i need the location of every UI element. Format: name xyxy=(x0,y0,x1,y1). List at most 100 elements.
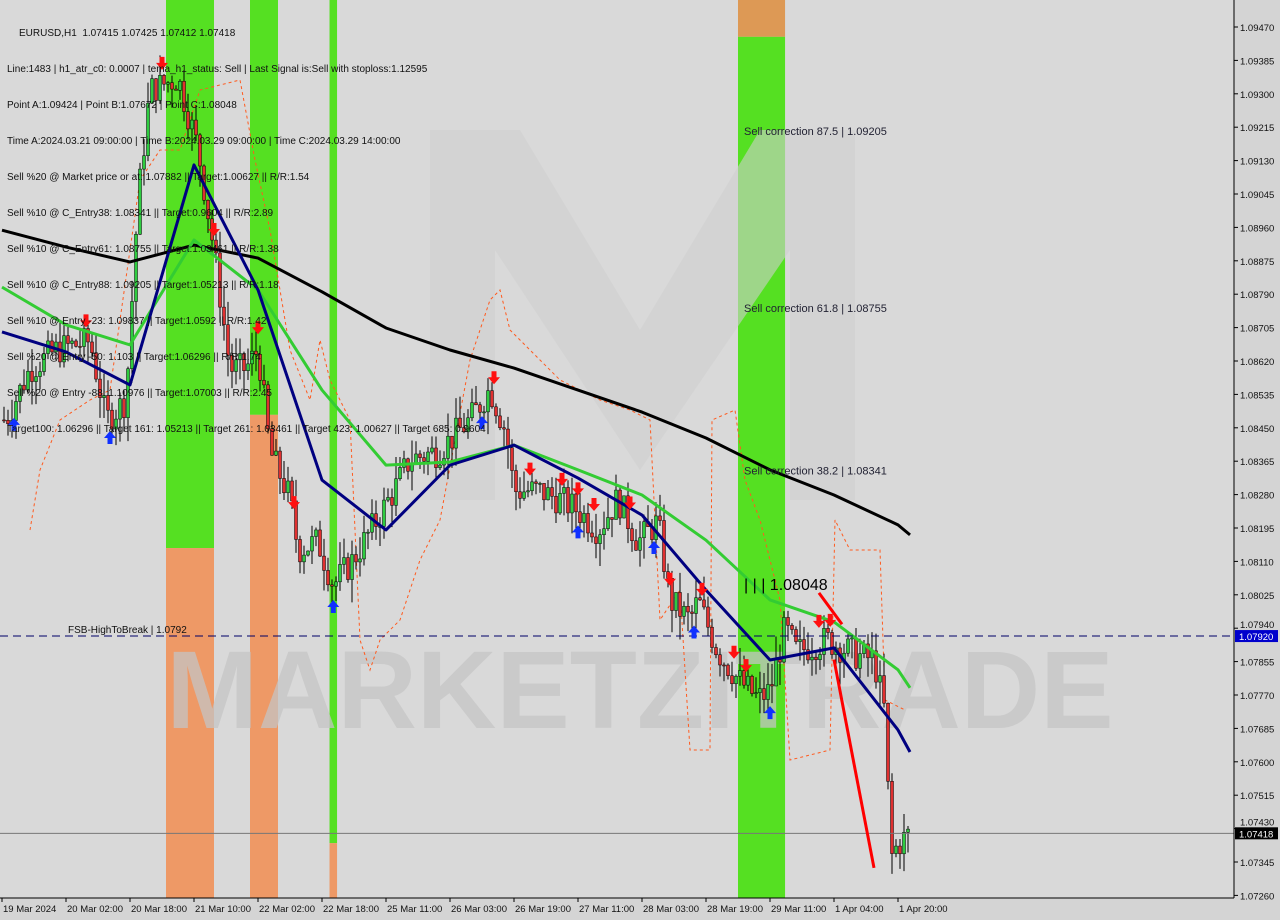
y-tick-label: 1.08280 xyxy=(1240,491,1274,502)
correction-label: Sell correction 38.2 | 1.08341 xyxy=(744,466,887,478)
candle-body xyxy=(554,496,558,514)
candle-body xyxy=(798,639,802,642)
candle-body xyxy=(866,643,870,659)
candle-body xyxy=(198,134,202,167)
candle-body xyxy=(498,415,502,428)
y-tick-label: 1.09215 xyxy=(1240,123,1274,134)
candle-body xyxy=(826,628,830,633)
candle-body xyxy=(434,447,438,468)
candle-body xyxy=(6,419,10,424)
candle-body xyxy=(594,536,598,544)
candle-body xyxy=(30,370,34,382)
candle-body xyxy=(350,554,354,580)
candle-body xyxy=(426,451,430,462)
candle-body xyxy=(206,199,210,220)
candle-body xyxy=(154,78,158,101)
sell-arrow-icon xyxy=(728,645,740,659)
candle-body xyxy=(470,402,474,419)
candle-body xyxy=(86,328,90,343)
candle-body xyxy=(310,536,314,552)
candle-body xyxy=(254,350,258,355)
x-tick-label: 29 Mar 11:00 xyxy=(771,904,826,915)
candle-body xyxy=(18,384,22,402)
candle-body xyxy=(218,252,222,308)
sell-arrow-icon xyxy=(80,314,92,328)
candle-body xyxy=(458,417,462,428)
candle-body xyxy=(546,487,550,501)
candle-body xyxy=(138,168,142,235)
price-tag xyxy=(1235,827,1278,840)
price-axis xyxy=(1234,0,1280,920)
candle-body xyxy=(134,234,138,302)
candle-body xyxy=(502,427,506,430)
candle-body xyxy=(690,611,694,614)
buy-arrow-icon xyxy=(476,416,488,430)
info-line: Sell %10 @ Entry -23: 1.09837 || Target:… xyxy=(7,316,267,327)
candle-body xyxy=(850,637,854,640)
y-tick-label: 1.08365 xyxy=(1240,457,1274,468)
candle-body xyxy=(258,353,262,381)
y-tick-label: 1.08110 xyxy=(1240,557,1274,568)
correction-label: | | | 1.08048 xyxy=(744,577,828,594)
watermark-text: MARKETZITRADE xyxy=(166,629,1113,752)
candle-body xyxy=(238,353,242,361)
y-tick-label: 1.09385 xyxy=(1240,56,1274,67)
correction-label: Sell correction 61.8 | 1.08755 xyxy=(744,303,887,315)
x-tick-label: 27 Mar 11:00 xyxy=(579,904,634,915)
candle-body xyxy=(318,529,322,557)
y-tick-label: 1.09045 xyxy=(1240,190,1274,201)
candle-body xyxy=(66,335,70,344)
candle-body xyxy=(810,656,814,661)
candle-body xyxy=(538,483,542,485)
candle-body xyxy=(674,592,678,611)
candle-body xyxy=(514,470,518,493)
candle-body xyxy=(446,435,450,459)
y-tick-label: 1.07770 xyxy=(1240,691,1274,702)
sell-arrow-icon xyxy=(208,222,220,236)
candle-body xyxy=(750,675,754,694)
candle-body xyxy=(734,675,738,685)
candle-body xyxy=(738,670,742,677)
candle-body xyxy=(178,81,182,91)
candle-body xyxy=(474,402,478,406)
candle-body xyxy=(518,491,522,499)
sell-arrow-icon xyxy=(524,462,536,476)
candle-body xyxy=(22,384,26,391)
y-tick-label: 1.08705 xyxy=(1240,324,1274,335)
candle-body xyxy=(270,428,274,456)
candle-body xyxy=(230,355,234,372)
candle-body xyxy=(814,656,818,660)
candle-body xyxy=(274,450,278,456)
x-tick-label: 20 Mar 18:00 xyxy=(131,904,187,915)
zone-lower xyxy=(250,414,278,898)
candle-body xyxy=(766,684,770,700)
symbol-ohlc: EURUSD,H1 1.07415 1.07425 1.07412 1.0741… xyxy=(19,28,236,39)
candle-body xyxy=(722,664,726,667)
trend-line xyxy=(832,659,876,869)
candle-body xyxy=(430,447,434,453)
candle-body xyxy=(266,384,270,430)
candle-body xyxy=(130,301,134,369)
candle-body xyxy=(726,664,730,676)
info-line: Sell %10 @ C_Entry38: 1.08341 || Target:… xyxy=(7,208,274,219)
correction-label: Sell correction 87.5 | 1.09205 xyxy=(744,126,887,138)
buy-arrow-icon xyxy=(327,599,340,613)
candle-body xyxy=(494,406,498,417)
candle-body xyxy=(98,378,102,398)
candle-body xyxy=(366,531,370,534)
y-tick-label: 1.08195 xyxy=(1240,524,1274,535)
info-panel: EURUSD,H1 1.07415 1.07425 1.07412 1.0741… xyxy=(7,4,486,460)
sell-arrow-icon xyxy=(488,371,500,385)
zone-upper xyxy=(738,0,786,37)
candle-body xyxy=(462,427,466,433)
sell-arrow-icon xyxy=(664,572,676,586)
info-line: Line:1483 | h1_atr_c0: 0.0007 | tema_h1_… xyxy=(7,64,428,75)
candle-body xyxy=(890,781,894,854)
candle-body xyxy=(718,654,722,666)
candle-body xyxy=(878,675,882,683)
info-line: Sell %20 @ Entry -88: 1.10976 || Target:… xyxy=(7,388,272,399)
candle-body xyxy=(422,457,426,462)
price-tag-text: 1.07418 xyxy=(1239,829,1273,840)
candle-body xyxy=(358,558,362,563)
